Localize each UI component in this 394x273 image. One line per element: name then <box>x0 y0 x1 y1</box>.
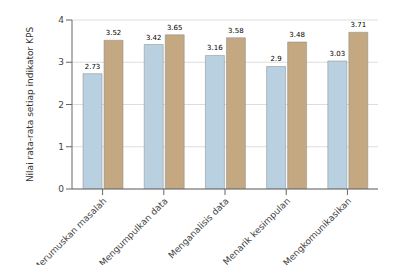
svg-text:Menganalisis data: Menganalisis data <box>166 196 231 261</box>
svg-text:Mengkomunikasikan: Mengkomunikasikan <box>281 196 353 265</box>
svg-text:Mengumpulkan data: Mengumpulkan data <box>97 196 169 265</box>
svg-text:Nilai rata-rata setiap indikat: Nilai rata-rata setiap indikator KPS <box>25 27 35 182</box>
svg-text:3.58: 3.58 <box>228 27 244 35</box>
svg-text:0: 0 <box>58 184 64 194</box>
svg-text:2: 2 <box>58 100 64 110</box>
svg-text:3.16: 3.16 <box>207 44 223 52</box>
svg-text:2.9: 2.9 <box>271 55 282 63</box>
svg-text:1: 1 <box>58 142 64 152</box>
svg-text:3: 3 <box>58 57 64 67</box>
svg-text:2.73: 2.73 <box>85 63 101 71</box>
svg-text:Menarik kesimpulan: Menarik kesimpulan <box>221 196 292 265</box>
svg-text:3.65: 3.65 <box>167 24 183 32</box>
svg-text:Merumuskan masalah: Merumuskan masalah <box>31 196 108 265</box>
svg-text:3.48: 3.48 <box>289 31 305 39</box>
svg-text:3.71: 3.71 <box>351 21 367 29</box>
svg-text:3.42: 3.42 <box>146 34 162 42</box>
svg-text:3.52: 3.52 <box>106 29 122 37</box>
svg-text:4: 4 <box>58 15 64 25</box>
svg-text:3.03: 3.03 <box>330 50 346 58</box>
